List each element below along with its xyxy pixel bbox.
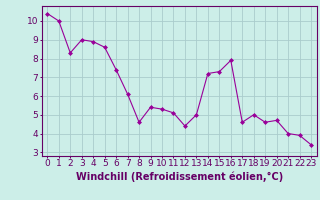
- X-axis label: Windchill (Refroidissement éolien,°C): Windchill (Refroidissement éolien,°C): [76, 171, 283, 182]
